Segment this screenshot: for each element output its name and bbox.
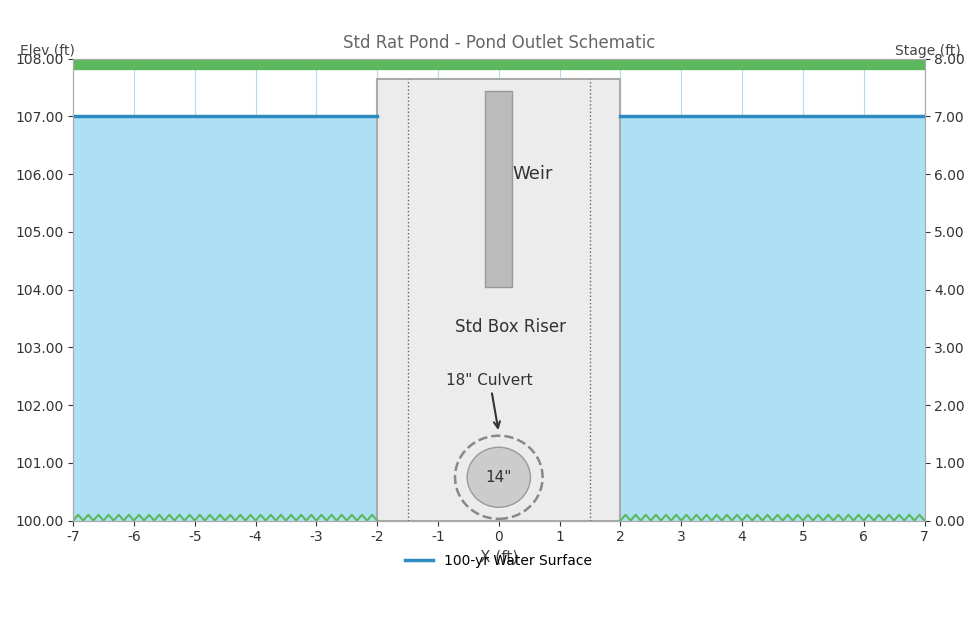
Ellipse shape xyxy=(467,447,530,508)
Text: Std Box Riser: Std Box Riser xyxy=(456,318,566,337)
Text: 14": 14" xyxy=(486,470,512,485)
Text: 18" Culvert: 18" Culvert xyxy=(446,373,533,428)
X-axis label: X (ft): X (ft) xyxy=(479,550,518,565)
Text: Elev (ft): Elev (ft) xyxy=(20,44,74,58)
Text: Weir: Weir xyxy=(512,165,553,183)
Bar xyxy=(377,79,620,521)
Text: Stage (ft): Stage (ft) xyxy=(895,44,960,58)
Title: Std Rat Pond - Pond Outlet Schematic: Std Rat Pond - Pond Outlet Schematic xyxy=(343,34,655,52)
Legend: 100-yr Water Surface: 100-yr Water Surface xyxy=(400,549,598,573)
Bar xyxy=(485,91,513,287)
